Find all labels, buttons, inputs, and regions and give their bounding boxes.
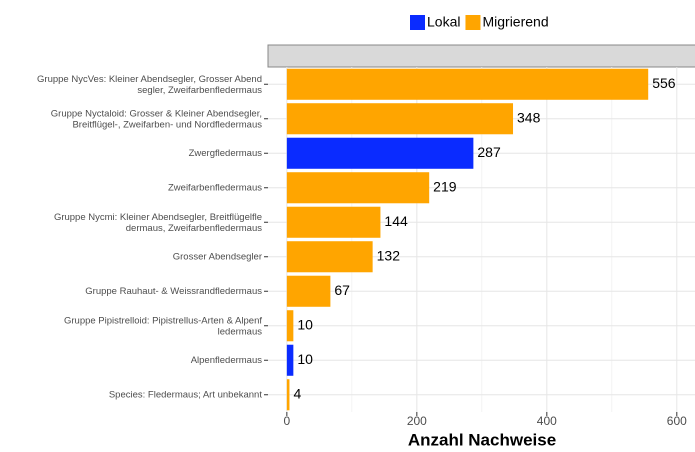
data-label: 132 <box>377 247 401 263</box>
data-label: 10 <box>297 316 313 332</box>
legend-label: Migrierend <box>482 14 548 30</box>
data-label: 4 <box>293 385 301 401</box>
bar <box>286 137 474 169</box>
legend-swatch <box>410 15 425 30</box>
bar <box>286 310 294 342</box>
data-label: 144 <box>384 213 408 229</box>
y-tick-label: Species: Fledermaus; Art unbekannt <box>109 389 263 400</box>
data-label: 67 <box>334 282 350 298</box>
y-tick-label: Alpenfledermaus <box>191 355 263 366</box>
bar <box>286 379 290 411</box>
bar <box>286 275 331 307</box>
bar <box>286 68 649 100</box>
legend-label: Lokal <box>427 14 460 30</box>
y-tick-label: Gruppe Nycmi: Kleiner Abendsegler, Breit… <box>54 211 262 233</box>
data-label: 10 <box>297 351 313 367</box>
bar <box>286 344 294 376</box>
y-tick-label: Grosser Abendsegler <box>173 251 262 262</box>
y-tick-label: Zwergfledermaus <box>189 148 263 159</box>
x-tick-label: 200 <box>407 414 427 428</box>
x-tick-label: 400 <box>537 414 557 428</box>
data-label: 287 <box>477 144 501 160</box>
x-tick-label: 0 <box>284 414 291 428</box>
data-label: 348 <box>517 109 541 125</box>
y-tick-label: Gruppe Nyctaloid: Grosser & Kleiner Aben… <box>51 108 262 130</box>
x-tick-label: 600 <box>667 414 687 428</box>
data-label: 219 <box>433 178 457 194</box>
legend-swatch <box>465 15 481 30</box>
y-tick-label: Zweifarbenfledermaus <box>168 182 262 193</box>
bar <box>286 206 381 238</box>
bar <box>286 103 514 135</box>
y-tick-label: Gruppe Pipistrelloid: Pipistrellus-Arten… <box>64 315 262 337</box>
y-tick-label: Gruppe NycVes: Kleiner Abendsegler, Gros… <box>37 73 262 95</box>
bar <box>286 241 373 273</box>
bar <box>286 172 430 204</box>
data-label: 556 <box>652 75 676 91</box>
strip <box>267 44 695 68</box>
y-tick-label: Gruppe Rauhaut- & Weissrandfledermaus <box>85 286 262 297</box>
x-axis-title: Anzahl Nachweise <box>408 430 556 449</box>
